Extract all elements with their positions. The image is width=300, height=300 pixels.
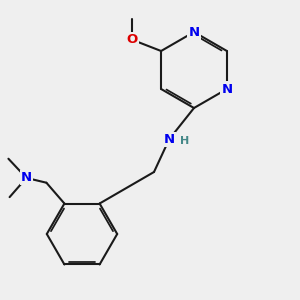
Text: N: N — [188, 26, 200, 38]
Text: N: N — [164, 133, 175, 146]
Text: N: N — [21, 171, 32, 184]
Text: N: N — [221, 82, 233, 95]
Text: H: H — [180, 136, 189, 146]
Text: O: O — [127, 33, 138, 46]
